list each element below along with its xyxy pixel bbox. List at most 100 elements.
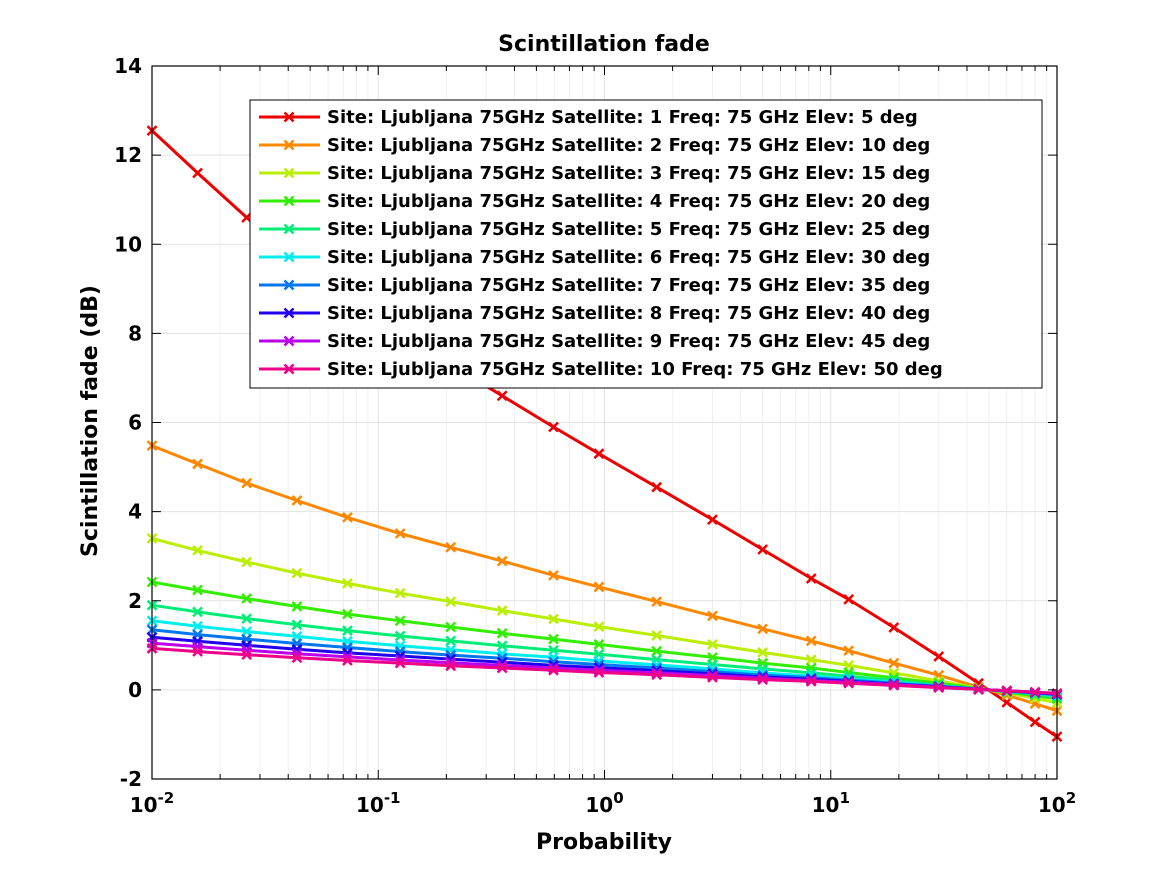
legend-label: Site: Ljubljana 75GHz Satellite: 10 Freq… — [327, 359, 943, 380]
data-point-marker — [805, 573, 817, 584]
data-point-marker — [707, 639, 718, 650]
data-point-marker — [593, 667, 605, 678]
legend-label: Site: Ljubljana 75GHz Satellite: 2 Freq:… — [327, 135, 930, 156]
x-tick-label: 100 — [585, 789, 623, 817]
data-point-marker — [241, 593, 253, 604]
y-tick-label: 12 — [114, 143, 142, 167]
data-point-marker — [192, 545, 203, 556]
data-point-marker — [933, 682, 945, 694]
data-point-marker — [291, 601, 303, 612]
data-point-marker — [593, 621, 605, 632]
y-tick-label: 6 — [128, 411, 142, 435]
data-point-marker — [445, 596, 457, 608]
data-point-marker — [805, 654, 817, 665]
data-point-marker — [757, 544, 769, 555]
data-point-marker — [1001, 685, 1013, 697]
data-point-marker — [707, 514, 718, 526]
data-point-marker — [291, 619, 303, 631]
legend-label: Site: Ljubljana 75GHz Satellite: 8 Freq:… — [327, 303, 930, 324]
data-point-marker — [342, 655, 353, 666]
legend-box — [249, 99, 1043, 389]
data-point-marker — [496, 605, 508, 616]
legend-swatch-marker — [283, 307, 295, 319]
data-point-marker — [651, 596, 663, 608]
data-point-marker — [241, 477, 253, 489]
data-point-marker — [394, 587, 406, 599]
y-tick-label: 8 — [128, 321, 142, 345]
data-point-marker — [757, 647, 769, 658]
legend-entry-10: Site: Ljubljana 75GHz Satellite: 10 Freq… — [259, 359, 943, 380]
data-point-marker — [394, 615, 406, 627]
data-point-marker — [757, 674, 769, 686]
legend-swatch-marker — [283, 279, 295, 291]
legend-swatch-marker — [283, 363, 295, 375]
series-layer — [146, 125, 1063, 743]
data-point-marker — [342, 608, 353, 620]
data-point-marker — [291, 495, 303, 506]
y-tick-label: 2 — [128, 589, 142, 613]
legend-entry-7: Site: Ljubljana 75GHz Satellite: 7 Freq:… — [259, 275, 930, 296]
data-point-marker — [933, 651, 945, 662]
data-point-marker — [192, 458, 203, 470]
data-point-marker — [445, 635, 457, 647]
data-point-marker — [593, 448, 605, 460]
data-point-marker — [1029, 716, 1041, 728]
y-axis-label: Scintillation fade (dB) — [78, 285, 103, 557]
data-point-marker — [651, 630, 663, 641]
data-point-marker — [394, 630, 406, 642]
data-point-marker — [651, 645, 663, 657]
data-point-marker — [707, 672, 718, 683]
data-point-marker — [843, 645, 855, 657]
data-point-marker — [445, 541, 457, 553]
data-point-marker — [1029, 686, 1041, 698]
data-point-marker — [548, 613, 559, 625]
data-point-marker — [241, 649, 253, 661]
data-point-marker — [805, 635, 817, 647]
data-point-marker — [843, 677, 855, 689]
data-point-marker — [496, 390, 508, 402]
data-point-marker — [192, 620, 203, 632]
legend-label: Site: Ljubljana 75GHz Satellite: 6 Freq:… — [327, 247, 930, 268]
series-2 — [146, 440, 1063, 717]
data-point-marker — [496, 662, 508, 674]
legend-swatch-marker — [283, 251, 295, 263]
data-point-marker — [496, 555, 508, 567]
data-point-marker — [192, 606, 203, 618]
legend-swatch-marker — [283, 335, 295, 347]
data-point-marker — [342, 625, 353, 636]
data-point-marker — [888, 657, 900, 669]
series-10 — [146, 643, 1063, 699]
legend-swatch-marker — [283, 195, 295, 207]
data-point-marker — [291, 652, 303, 664]
legend-entry-4: Site: Ljubljana 75GHz Satellite: 4 Freq:… — [259, 191, 930, 212]
data-point-marker — [548, 633, 559, 645]
data-point-marker — [757, 623, 769, 635]
data-point-marker — [593, 639, 605, 650]
data-point-marker — [973, 684, 984, 695]
data-point-marker — [707, 610, 718, 622]
data-point-marker — [241, 556, 253, 568]
legend-entry-9: Site: Ljubljana 75GHz Satellite: 9 Freq:… — [259, 331, 930, 352]
data-point-marker — [843, 594, 855, 605]
data-point-marker — [888, 622, 900, 633]
legend-label: Site: Ljubljana 75GHz Satellite: 9 Freq:… — [327, 331, 930, 352]
data-point-marker — [342, 512, 353, 523]
y-tick-label: 14 — [114, 54, 142, 78]
legend-swatch-marker — [283, 223, 295, 235]
data-point-marker — [394, 528, 406, 539]
x-tick-label: 10-2 — [130, 789, 175, 817]
data-point-marker — [548, 569, 559, 581]
data-point-marker — [192, 584, 203, 596]
data-point-marker — [241, 613, 253, 624]
x-tick-label: 10-1 — [356, 789, 401, 817]
legend-entry-5: Site: Ljubljana 75GHz Satellite: 5 Freq:… — [259, 219, 930, 240]
legend-entry-1: Site: Ljubljana 75GHz Satellite: 1 Freq:… — [259, 107, 918, 128]
data-point-marker — [805, 676, 817, 687]
y-tick-label: 10 — [114, 232, 142, 256]
data-point-marker — [342, 577, 353, 589]
data-point-marker — [192, 167, 203, 179]
legend-entry-3: Site: Ljubljana 75GHz Satellite: 3 Freq:… — [259, 163, 930, 184]
data-point-marker — [192, 646, 203, 657]
